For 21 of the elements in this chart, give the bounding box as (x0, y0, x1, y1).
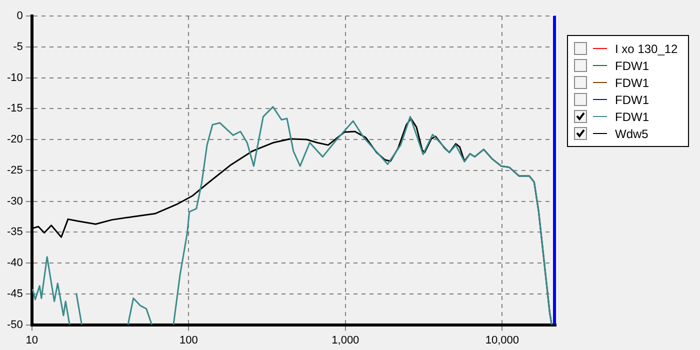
legend-label: FDW1 (615, 92, 649, 106)
y-tick-label: -25 (6, 164, 23, 176)
x-tick-label: 1,000 (332, 334, 360, 346)
legend-label: FDW1 (615, 58, 649, 72)
y-tick-label: -10 (6, 72, 23, 84)
x-tick-label: 10 (26, 334, 38, 346)
legend-label: Wdw5 (615, 126, 648, 140)
y-tick-label: 0 (16, 10, 23, 22)
y-tick-label: -40 (6, 257, 23, 270)
y-tick-label: -5 (13, 40, 23, 53)
legend-label: FDW1 (615, 76, 649, 90)
y-tick-label: -20 (6, 134, 23, 146)
y-tick-label: -35 (6, 226, 23, 238)
x-tick-label: 10,000 (485, 334, 519, 346)
x-tick-label: 100 (179, 334, 198, 346)
legend-label: FDW1 (615, 110, 649, 124)
y-tick-label: -50 (6, 318, 23, 331)
y-tick-label: -45 (6, 288, 23, 300)
legend-label: I xo 130_12 (615, 42, 678, 56)
y-tick-label: -30 (6, 195, 23, 208)
y-tick-label: -15 (6, 102, 23, 115)
